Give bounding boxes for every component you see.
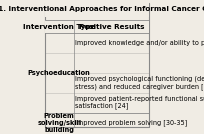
Text: Psychoeducation: Psychoeducation bbox=[28, 70, 91, 76]
Text: Table 1. Interventional Approaches for Informal Cancer Care: Table 1. Interventional Approaches for I… bbox=[0, 6, 204, 12]
Text: Improved psychological functioning (depression, a
stress) and reduced caregiver : Improved psychological functioning (depr… bbox=[75, 76, 204, 90]
FancyBboxPatch shape bbox=[45, 21, 149, 33]
Text: Positive Results: Positive Results bbox=[79, 24, 145, 30]
Text: Improved knowledge and/or ability to provide ca: Improved knowledge and/or ability to pro… bbox=[75, 40, 204, 46]
Text: Problem
solving/skill
building: Problem solving/skill building bbox=[37, 113, 81, 133]
Text: Improved problem solving [30-35]: Improved problem solving [30-35] bbox=[75, 120, 187, 126]
Text: Improved patient-reported functional support and
satisfaction [24]: Improved patient-reported functional sup… bbox=[75, 96, 204, 109]
FancyBboxPatch shape bbox=[45, 3, 149, 127]
FancyBboxPatch shape bbox=[45, 0, 149, 17]
Text: Intervention Type: Intervention Type bbox=[23, 24, 95, 30]
